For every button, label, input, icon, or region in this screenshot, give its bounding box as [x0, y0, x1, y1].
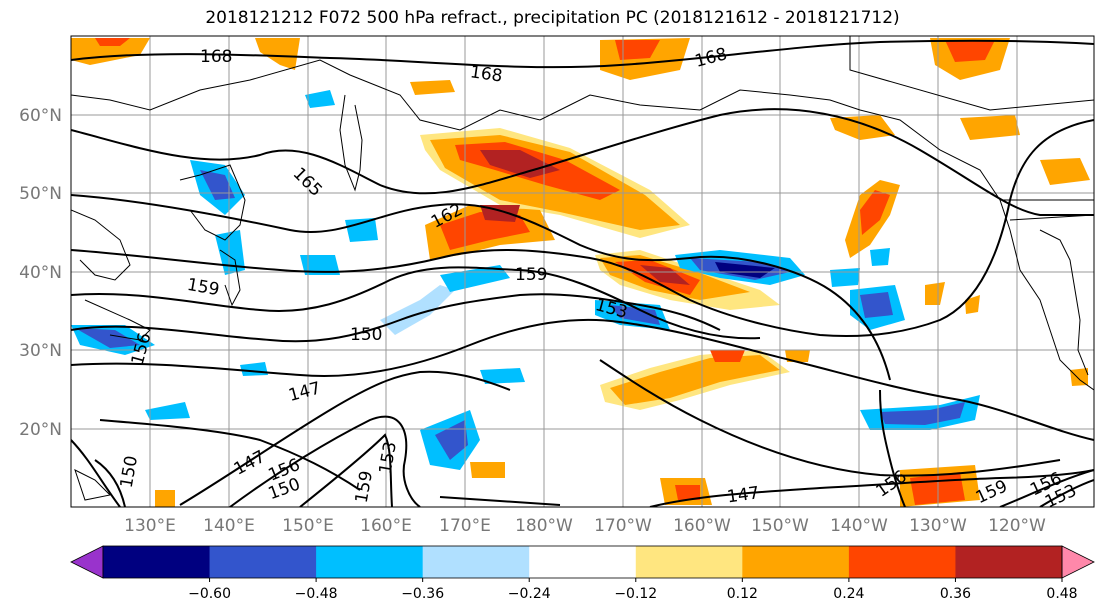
- colorbar-segment: [742, 546, 850, 578]
- lon-label: 150°E: [282, 516, 334, 536]
- lon-label: 140°W: [830, 516, 888, 536]
- lon-label: 150°W: [751, 516, 809, 536]
- colorbar: −0.60 −0.48 −0.36 −0.24 −0.12 0.12 0.24 0.36 0.4…: [70, 545, 1095, 601]
- lat-label: 30°N: [19, 341, 62, 361]
- colorbar-tick-label: −0.24: [508, 586, 551, 601]
- lon-label: 130°E: [124, 516, 176, 536]
- graticule: [71, 36, 1094, 507]
- colorbar-tick-label: 0.12: [727, 586, 758, 601]
- lat-label: 50°N: [19, 184, 62, 204]
- lon-label: 170°E: [439, 516, 491, 536]
- lon-label: 170°W: [594, 516, 652, 536]
- lon-label: 130°W: [909, 516, 967, 536]
- lon-label: 180°W: [515, 516, 573, 536]
- contour-label: 168: [200, 47, 232, 67]
- lon-label: 160°E: [360, 516, 412, 536]
- contour-label: 150: [350, 325, 382, 345]
- coastlines: [71, 36, 1094, 501]
- lon-label: 120°W: [988, 516, 1046, 536]
- longitude-labels: 130°E 140°E 150°E 160°E 170°E 180°W 170°…: [124, 516, 1046, 536]
- colorbar-tick-label: 0.48: [1046, 586, 1077, 601]
- lon-label: 140°E: [203, 516, 255, 536]
- colorbar-tick-label: 0.36: [940, 586, 971, 601]
- colorbar-border: [102, 545, 1063, 579]
- map-frame: [70, 35, 1095, 508]
- colorbar-arrow-low: [70, 545, 104, 579]
- colorbar-segment: [955, 546, 1063, 578]
- colorbar-segment: [316, 546, 424, 578]
- colorbar-segment: [209, 546, 317, 578]
- colorbar-segment: [103, 546, 211, 578]
- contour-label: 159: [515, 265, 547, 285]
- lat-label: 60°N: [19, 106, 62, 126]
- contour-label: 168: [469, 62, 504, 86]
- lat-label: 20°N: [19, 420, 62, 440]
- contour-lines: [71, 39, 1094, 507]
- colorbar-tick-label: −0.36: [401, 586, 444, 601]
- lon-label: 160°W: [673, 516, 731, 536]
- contour-label: 147: [726, 483, 761, 507]
- colorbar-tick-label: 0.24: [833, 586, 864, 601]
- colorbar-segment: [529, 546, 637, 578]
- colorbar-tick-label: −0.48: [295, 586, 338, 601]
- map-title: 2018121212 F072 500 hPa refract., precip…: [205, 8, 900, 28]
- latitude-labels: 60°N 50°N 40°N 30°N 20°N: [19, 106, 62, 440]
- colorbar-tick-label: −0.12: [614, 586, 657, 601]
- colorbar-arrow-high: [1061, 545, 1095, 579]
- lat-label: 40°N: [19, 263, 62, 283]
- colorbar-segment: [635, 546, 743, 578]
- colorbar-segment: [422, 546, 530, 578]
- colorbar-segment: [848, 546, 956, 578]
- colorbar-tick-label: −0.60: [188, 586, 231, 601]
